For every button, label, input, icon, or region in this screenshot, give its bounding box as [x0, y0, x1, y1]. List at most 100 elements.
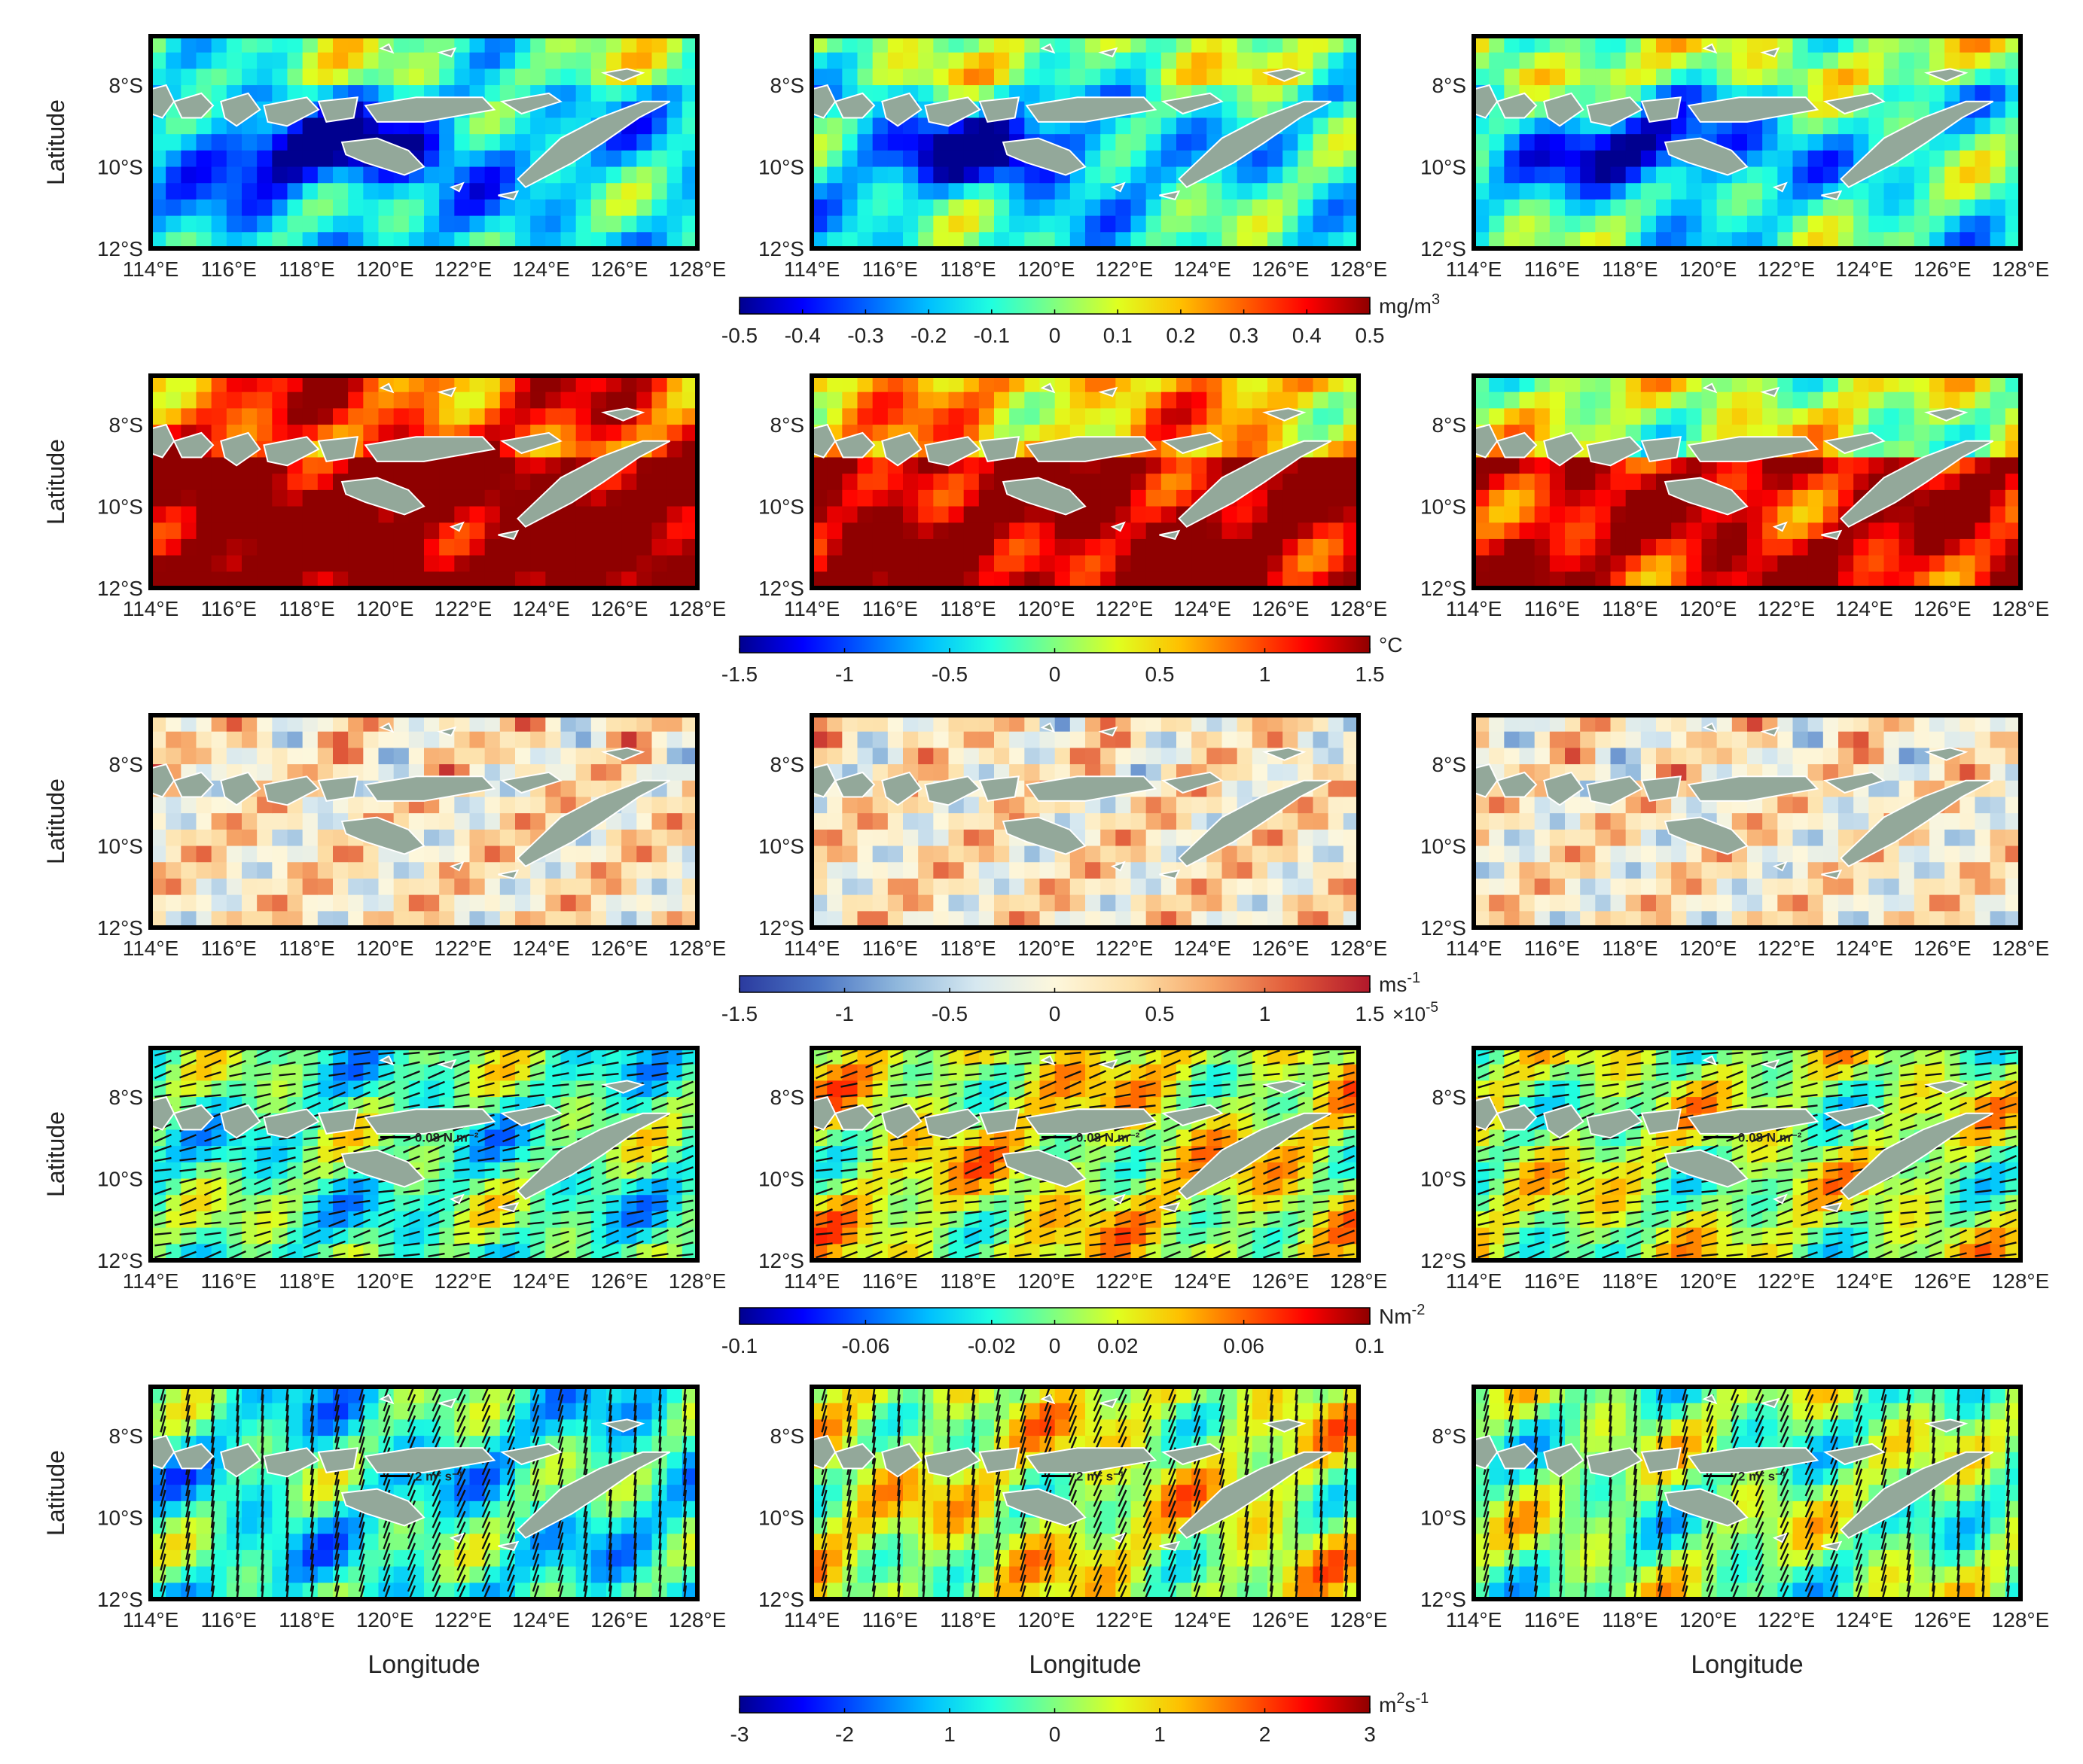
cell: [1640, 69, 1657, 86]
cell: [1100, 134, 1116, 151]
cell: [272, 894, 288, 912]
cell: [1731, 894, 1748, 912]
cell: [978, 166, 995, 184]
cell: [1489, 894, 1505, 912]
island: [924, 436, 981, 467]
cell: [963, 522, 980, 540]
cell: [2005, 845, 2020, 863]
cell: [1595, 862, 1612, 879]
cell: [317, 1195, 334, 1212]
cell: [484, 85, 501, 102]
cell: [515, 1244, 531, 1260]
x-tick-label: 116°E: [200, 937, 257, 960]
cell: [226, 748, 242, 765]
field: [151, 376, 697, 588]
cell: [1701, 571, 1718, 588]
cell: [1686, 117, 1703, 135]
cell: [469, 474, 486, 491]
cell: [872, 52, 889, 69]
cell: [1160, 85, 1177, 102]
cell: [560, 797, 577, 814]
cell: [1176, 232, 1192, 248]
cell: [1206, 36, 1223, 53]
cell: [1944, 36, 1960, 53]
island: [1840, 779, 1994, 867]
cell: [1069, 911, 1086, 928]
cell: [1656, 457, 1672, 474]
cell: [842, 555, 859, 572]
cell: [842, 571, 859, 588]
cell: [621, 862, 637, 879]
cell: [287, 571, 303, 588]
cell: [484, 52, 501, 69]
cell: [1990, 748, 2006, 765]
cell: [242, 845, 258, 863]
cell: [242, 183, 258, 200]
cell: [1883, 391, 1900, 409]
cell: [1145, 425, 1162, 442]
cell: [226, 731, 242, 748]
cell: [636, 911, 653, 928]
cell: [560, 845, 577, 863]
cell: [439, 1195, 455, 1212]
cell: [211, 731, 227, 748]
cell: [1054, 911, 1071, 928]
cell: [978, 764, 995, 781]
cell: [226, 474, 242, 491]
cell: [196, 538, 212, 556]
cell: [257, 571, 273, 588]
cell: [606, 911, 622, 928]
cell: [1130, 571, 1147, 588]
cell: [887, 376, 904, 393]
cell: [1009, 538, 1025, 556]
cell: [872, 894, 889, 912]
cell: [1838, 376, 1854, 393]
cell: [1762, 911, 1778, 928]
cell: [348, 69, 364, 86]
cell: [484, 489, 501, 507]
cell: [1267, 555, 1283, 572]
cell: [1762, 69, 1778, 86]
cell: [963, 878, 980, 896]
cell: [1686, 748, 1703, 765]
cell: [621, 166, 637, 184]
cell: [1853, 748, 1869, 765]
island: [1496, 92, 1538, 119]
cell: [317, 489, 334, 507]
cell: [1206, 376, 1223, 393]
cell: [1580, 36, 1596, 53]
cell: [903, 715, 919, 733]
cell: [1610, 408, 1627, 425]
cell: [1237, 166, 1253, 184]
cell: [181, 134, 197, 151]
cell: [666, 894, 683, 912]
cell: [1959, 911, 1976, 928]
cell: [1282, 391, 1298, 409]
cell: [211, 797, 227, 814]
cell: [499, 878, 516, 896]
cell: [621, 52, 637, 69]
cell: [287, 232, 303, 248]
cell: [484, 232, 501, 248]
cell: [1549, 376, 1566, 393]
cell: [151, 829, 166, 847]
cell: [933, 85, 950, 102]
cell: [1883, 731, 1900, 748]
cell: [1085, 199, 1101, 217]
cell: [651, 1211, 668, 1229]
cell: [1686, 166, 1703, 184]
cell: [1853, 731, 1869, 748]
cell: [302, 555, 319, 572]
cell: [439, 894, 455, 912]
cell: [1671, 36, 1687, 53]
cell: [1039, 183, 1056, 200]
cell: [1565, 215, 1581, 233]
cell: [1145, 85, 1162, 102]
island: [1261, 407, 1307, 422]
cell: [272, 571, 288, 588]
cell: [636, 878, 653, 896]
cell: [333, 117, 349, 135]
cell: [1534, 183, 1551, 200]
cell: [499, 166, 516, 184]
